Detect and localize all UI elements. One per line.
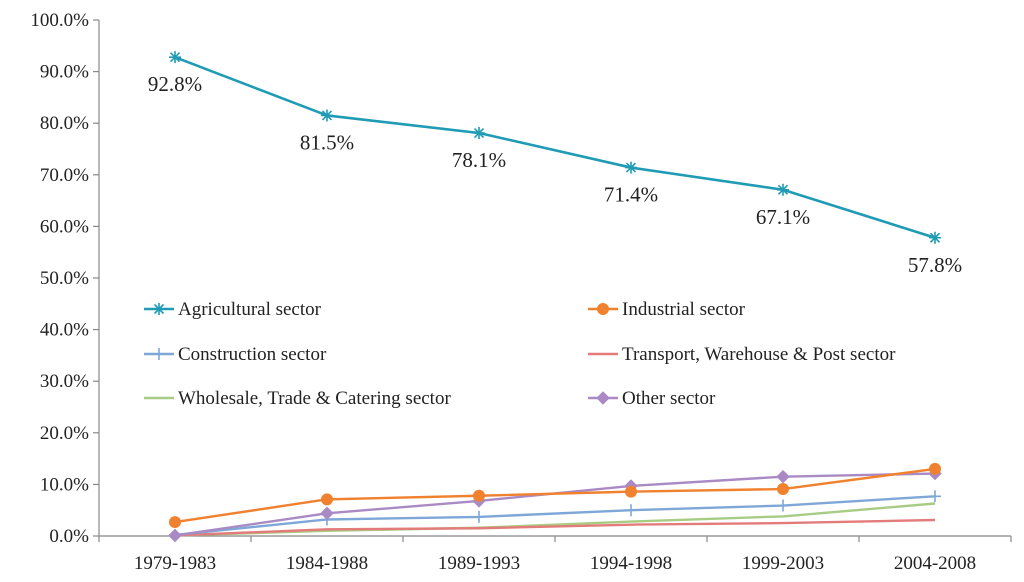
y-tick-label: 70.0% — [40, 165, 89, 186]
data-point — [929, 231, 941, 244]
legend-label: Wholesale, Trade & Catering sector — [178, 388, 451, 409]
data-point — [169, 51, 181, 64]
x-tick-label: 2004-2008 — [894, 553, 976, 574]
series-line — [174, 467, 936, 524]
legend-label: Agricultural sector — [178, 299, 322, 320]
y-tick-label: 80.0% — [40, 113, 89, 134]
data-label: 92.8% — [148, 72, 202, 96]
legend-entry: Construction sector — [144, 344, 327, 365]
data-label: 67.1% — [756, 205, 810, 229]
y-tick-label: 90.0% — [40, 62, 89, 83]
legend-label: Transport, Warehouse & Post sector — [622, 344, 896, 365]
x-tick-label: 1994-1998 — [590, 553, 672, 574]
data-point — [929, 462, 941, 475]
data-point — [777, 483, 789, 496]
legend-entry: Agricultural sector — [144, 299, 322, 320]
data-point — [320, 506, 334, 521]
data-point — [169, 516, 181, 529]
data-point — [473, 489, 485, 502]
data-point — [777, 183, 789, 196]
data-label: 78.1% — [452, 148, 506, 172]
legend-marker — [596, 391, 610, 405]
series-line — [174, 495, 936, 537]
data-point — [776, 469, 790, 484]
legend-label: Other sector — [622, 388, 716, 409]
y-tick-label: 30.0% — [40, 371, 89, 392]
axes: 0.0% 10.0% 20.0% 30.0% 40.0% 50.0% 60.0% 70.0% 8… — [30, 10, 1012, 574]
x-tick-label: 1999-2003 — [742, 553, 824, 574]
data-point — [321, 109, 333, 122]
series-line — [174, 55, 936, 239]
legend-label: Construction sector — [178, 344, 327, 365]
legend-entry: Transport, Warehouse & Post sector — [588, 344, 896, 365]
y-tick-label: 0.0% — [49, 526, 89, 547]
data-point — [625, 485, 637, 498]
legend-entry: Industrial sector — [588, 299, 746, 320]
x-tick-label: 1989-1993 — [438, 553, 520, 574]
legend-entry: Wholesale, Trade & Catering sector — [144, 388, 451, 409]
x-tick-label: 1984-1988 — [286, 553, 368, 574]
y-tick-label: 60.0% — [40, 216, 89, 237]
data-point — [473, 127, 485, 140]
y-tick-label: 20.0% — [40, 423, 89, 444]
data-point — [625, 504, 637, 517]
data-point — [777, 499, 789, 512]
x-tick-label: 1979-1983 — [134, 553, 216, 574]
data-point — [168, 528, 182, 543]
series-line — [174, 518, 936, 537]
legend-marker — [597, 303, 609, 315]
y-tick-label: 10.0% — [40, 474, 89, 495]
legend-marker — [153, 303, 165, 315]
legend: Agricultural sector Industrial sector Cons… — [144, 299, 896, 409]
series-line — [174, 502, 936, 537]
data-point — [473, 510, 485, 523]
y-tick-label: 100.0% — [30, 10, 89, 31]
legend-label: Industrial sector — [622, 299, 746, 320]
data-label: 71.4% — [604, 183, 658, 207]
legend-entry: Other sector — [588, 388, 716, 409]
y-tick-label: 50.0% — [40, 268, 89, 289]
data-point — [321, 493, 333, 506]
data-point — [625, 161, 637, 174]
series-layer: 92.8% 81.5% 78.1% 71.4% 67.1% 57.8% — [148, 51, 962, 543]
data-point — [929, 490, 941, 503]
y-tick-label: 40.0% — [40, 320, 89, 341]
legend-marker — [153, 348, 165, 360]
data-label: 81.5% — [300, 130, 354, 154]
data-label: 57.8% — [908, 253, 962, 277]
